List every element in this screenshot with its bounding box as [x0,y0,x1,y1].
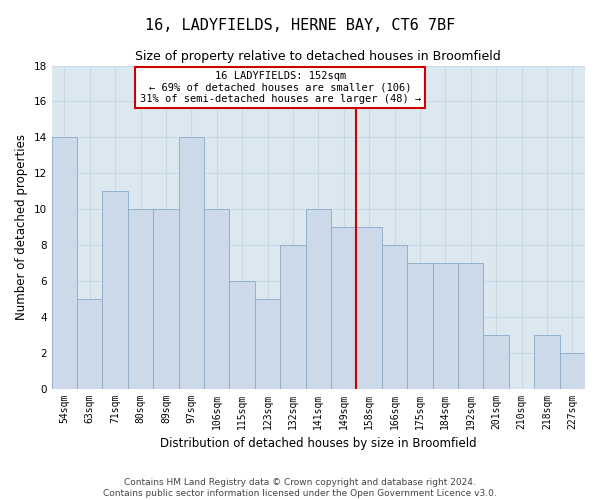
X-axis label: Distribution of detached houses by size in Broomfield: Distribution of detached houses by size … [160,437,476,450]
Bar [204,209,229,388]
Bar [407,263,433,388]
Bar [534,334,560,388]
Title: Size of property relative to detached houses in Broomfield: Size of property relative to detached ho… [136,50,501,63]
Bar [433,263,458,388]
Bar [356,227,382,388]
Bar [179,138,204,388]
Bar [77,299,103,388]
Bar [255,299,280,388]
Bar [128,209,153,388]
Text: 16, LADYFIELDS, HERNE BAY, CT6 7BF: 16, LADYFIELDS, HERNE BAY, CT6 7BF [145,18,455,32]
Bar [52,138,77,388]
Bar [103,191,128,388]
Bar [305,209,331,388]
Bar [382,245,407,388]
Bar [280,245,305,388]
Y-axis label: Number of detached properties: Number of detached properties [15,134,28,320]
Bar [484,334,509,388]
Bar [560,352,585,388]
Bar [331,227,356,388]
Bar [229,281,255,388]
Text: Contains HM Land Registry data © Crown copyright and database right 2024.
Contai: Contains HM Land Registry data © Crown c… [103,478,497,498]
Bar [458,263,484,388]
Bar [153,209,179,388]
Text: 16 LADYFIELDS: 152sqm
← 69% of detached houses are smaller (106)
31% of semi-det: 16 LADYFIELDS: 152sqm ← 69% of detached … [140,71,421,104]
